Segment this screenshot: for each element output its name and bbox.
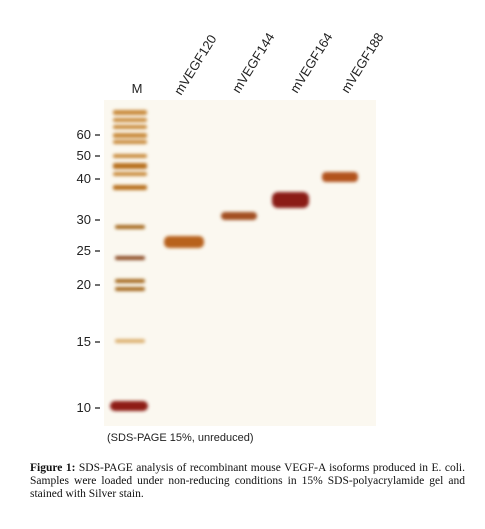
marker-label: 40 bbox=[77, 171, 91, 186]
figure-caption: Figure 1: SDS-PAGE analysis of recombina… bbox=[30, 462, 465, 501]
caption-text: SDS-PAGE analysis of recombinant mouse V… bbox=[30, 462, 466, 500]
lane-label: mVEGF188 bbox=[338, 30, 387, 96]
caption-label: Figure 1: bbox=[30, 462, 76, 474]
marker-label: 50 bbox=[77, 148, 91, 163]
band bbox=[221, 212, 257, 220]
gel-note: (SDS-PAGE 15%, unreduced) bbox=[107, 432, 254, 444]
marker-label: 10 bbox=[77, 400, 91, 415]
band bbox=[322, 172, 358, 182]
marker-label: 30 bbox=[77, 212, 91, 227]
marker-labels: 60 50 40 30 25 20 15 10 bbox=[77, 127, 91, 415]
marker-label: 60 bbox=[77, 127, 91, 142]
marker-label: 25 bbox=[77, 243, 91, 258]
band bbox=[164, 236, 204, 248]
lane-label: mVEGF164 bbox=[287, 30, 336, 96]
marker-lane bbox=[110, 110, 148, 411]
band bbox=[272, 192, 309, 208]
marker-label: 15 bbox=[77, 334, 91, 349]
gel bbox=[104, 100, 376, 426]
lane-label: mVEGF144 bbox=[229, 30, 278, 96]
lane-label: mVEGF120 bbox=[171, 32, 220, 98]
marker-label: 20 bbox=[77, 277, 91, 292]
lane-label: M bbox=[132, 81, 143, 96]
bands bbox=[110, 110, 358, 411]
marker-dashes bbox=[95, 134, 100, 409]
gel-figure: M mVEGF120 mVEGF144 mVEGF164 mVEGF188 60… bbox=[77, 30, 387, 444]
